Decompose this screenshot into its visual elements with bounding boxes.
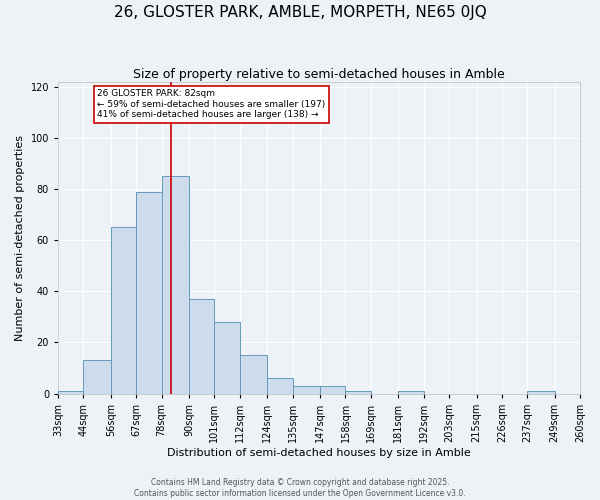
Bar [293, 386, 320, 394]
Bar [136, 192, 161, 394]
Bar [268, 378, 293, 394]
Title: Size of property relative to semi-detached houses in Amble: Size of property relative to semi-detach… [133, 68, 505, 80]
Bar [214, 322, 240, 394]
Bar [111, 228, 136, 394]
Bar [58, 391, 83, 394]
X-axis label: Distribution of semi-detached houses by size in Amble: Distribution of semi-detached houses by … [167, 448, 471, 458]
Text: 26, GLOSTER PARK, AMBLE, MORPETH, NE65 0JQ: 26, GLOSTER PARK, AMBLE, MORPETH, NE65 0… [113, 5, 487, 20]
Bar [161, 176, 189, 394]
Bar [83, 360, 111, 394]
Bar [320, 386, 346, 394]
Bar [240, 355, 268, 394]
Text: 26 GLOSTER PARK: 82sqm
← 59% of semi-detached houses are smaller (197)
41% of se: 26 GLOSTER PARK: 82sqm ← 59% of semi-det… [97, 90, 325, 119]
Bar [346, 391, 371, 394]
Bar [189, 299, 214, 394]
Y-axis label: Number of semi-detached properties: Number of semi-detached properties [15, 134, 25, 340]
Text: Contains HM Land Registry data © Crown copyright and database right 2025.
Contai: Contains HM Land Registry data © Crown c… [134, 478, 466, 498]
Bar [398, 391, 424, 394]
Bar [527, 391, 555, 394]
